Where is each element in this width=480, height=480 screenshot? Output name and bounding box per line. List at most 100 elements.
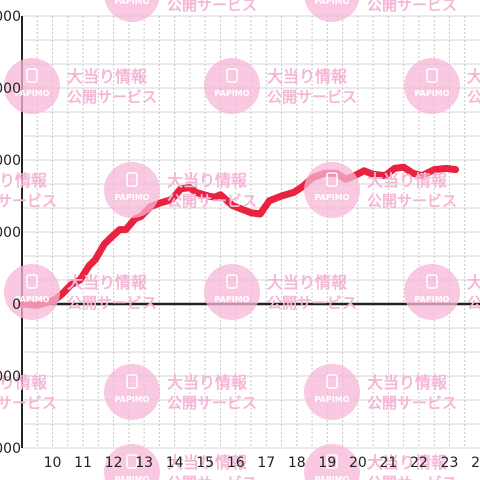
papimo-logo-icon (4, 58, 60, 114)
watermark-brand: PAPIMO (315, 193, 350, 202)
x-tick-label: 20 (349, 455, 367, 471)
watermark-line1: 大当り情報 (167, 171, 248, 190)
y-tick-label: 0 (12, 297, 21, 313)
watermark-line2: 公開サービス (267, 88, 357, 106)
x-tick-label: 10 (44, 455, 62, 471)
phone-icon (126, 454, 138, 469)
phone-icon (426, 274, 438, 289)
watermark-brand: PAPIMO (315, 395, 350, 404)
watermark-line1: 大当り情報 (0, 373, 48, 392)
phone-icon (326, 172, 338, 187)
phone-icon (126, 172, 138, 187)
y-tick-label: -6,000 (0, 441, 21, 457)
watermark-line1: 大当り情報 (167, 453, 248, 472)
papimo-logo-icon (304, 364, 360, 420)
watermark-line2: 公開サービス (367, 394, 457, 412)
phone-icon (26, 68, 38, 83)
papimo-logo-icon (104, 162, 160, 218)
phone-icon (226, 68, 238, 83)
y-tick-label: 12,000 (0, 9, 21, 25)
papimo-logo-icon (104, 364, 160, 420)
x-tick-label: 12 (105, 455, 123, 471)
watermark-line2: 公開サービス (367, 474, 457, 480)
tick-labels: 12,000 9,000 6,000 3,000 0 -3,000 -6,000 10 11 12… (0, 9, 480, 471)
watermark-line2: 公開サービス (167, 394, 257, 412)
phone-icon (126, 374, 138, 389)
watermark-brand: PAPIMO (315, 0, 350, 6)
phone-icon (326, 454, 338, 469)
watermark-brand: PAPIMO (115, 475, 150, 480)
papimo-logo-icon (304, 162, 360, 218)
watermark-line2: 公開サービス (167, 474, 257, 480)
y-tick-label: -3,000 (0, 369, 21, 385)
y-tick-label: 3,000 (0, 225, 21, 241)
x-tick-label: 24 (471, 455, 480, 471)
papimo-logo-icon (404, 58, 460, 114)
y-tick-label: 6,000 (0, 153, 21, 169)
watermark-line1: 大当り情報 (267, 273, 348, 292)
phone-icon (26, 274, 38, 289)
x-tick-label: 22 (410, 455, 428, 471)
x-tick-label: 23 (441, 455, 459, 471)
watermark-brand: PAPIMO (15, 295, 50, 304)
papimo-logo-icon (304, 0, 360, 22)
watermark-line1: 大当り情報 (167, 373, 248, 392)
watermark-brand: PAPIMO (215, 89, 250, 98)
watermark-brand: PAPIMO (115, 0, 150, 6)
watermark-line2: 公開サービス (67, 294, 157, 312)
x-tick-label: 13 (135, 455, 153, 471)
watermark-line1: 大当り情報 (367, 171, 448, 190)
watermark-brand: PAPIMO (415, 89, 450, 98)
x-tick-label: 17 (257, 455, 275, 471)
watermark-line1: 大当り情報 (467, 67, 480, 86)
papimo-logo-icon (104, 444, 160, 480)
watermark-line2: 公開サービス (367, 192, 457, 210)
watermark-brand: PAPIMO (315, 475, 350, 480)
watermark-line2: 公開サービス (67, 88, 157, 106)
watermark-brand: PAPIMO (215, 295, 250, 304)
phone-icon (426, 68, 438, 83)
watermark-line2: 公開サービス (0, 394, 57, 412)
watermark-line1: 大当り情報 (467, 273, 480, 292)
papimo-logo-icon (4, 264, 60, 320)
phone-icon (326, 374, 338, 389)
watermark-line2: 公開サービス (367, 0, 457, 14)
papimo-logo-icon (204, 58, 260, 114)
x-tick-label: 14 (166, 455, 184, 471)
watermark-brand: PAPIMO (415, 295, 450, 304)
watermark-line1: 大当り情報 (0, 171, 48, 190)
x-tick-label: 11 (74, 455, 92, 471)
series-layer (18, 163, 460, 309)
phone-icon (226, 274, 238, 289)
x-tick-label: 19 (318, 455, 336, 471)
watermark-brand: PAPIMO (115, 193, 150, 202)
x-tick-label: 16 (227, 455, 245, 471)
papimo-logo-icon (204, 264, 260, 320)
watermark-line1: 大当り情報 (67, 67, 148, 86)
watermark-line2: 公開サービス (267, 294, 357, 312)
watermark-line1: 大当り情報 (367, 373, 448, 392)
x-tick-label: 21 (379, 455, 397, 471)
watermark-line1: 大当り情報 (267, 67, 348, 86)
y-tick-label: 9,000 (0, 81, 21, 97)
series-line (18, 163, 460, 309)
watermark-line2: 公開サービス (167, 192, 257, 210)
watermark-line2: 公開サービス (467, 88, 480, 106)
